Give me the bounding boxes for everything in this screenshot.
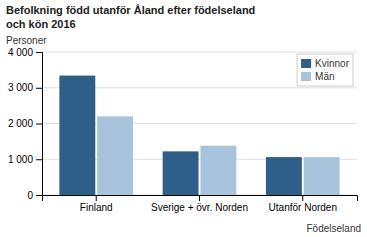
y-axis-line bbox=[36, 53, 43, 196]
x-tick: Utanför Norden bbox=[269, 195, 337, 213]
y-tick-mark bbox=[36, 88, 42, 89]
y-tick-mark bbox=[36, 195, 42, 196]
legend-swatch bbox=[301, 59, 311, 68]
bar bbox=[200, 146, 236, 195]
x-axis-title: Födelseland bbox=[307, 223, 361, 234]
bar bbox=[59, 76, 95, 195]
title: Befolkning född utanför Åland efter föde… bbox=[6, 4, 255, 16]
bars bbox=[59, 76, 339, 195]
legend-swatch bbox=[301, 72, 311, 81]
legend-label: Män bbox=[315, 71, 334, 82]
y-tick: 3 000 bbox=[8, 82, 42, 93]
grid-line bbox=[42, 52, 357, 53]
x-tick-mark bbox=[96, 195, 97, 201]
bar bbox=[266, 157, 302, 195]
y-tick-label: 0 bbox=[27, 190, 33, 201]
legend: Kvinnor Män bbox=[297, 54, 353, 86]
series bbox=[97, 116, 339, 195]
series bbox=[59, 76, 301, 195]
y-tick: 0 bbox=[27, 190, 42, 201]
y-tick-label: 2 000 bbox=[8, 118, 33, 129]
x-axis: Finland Sverige + övr. Norden Utanför Nord… bbox=[43, 195, 358, 213]
x-tick-label: Finland bbox=[80, 202, 113, 213]
y-tick-mark bbox=[36, 159, 42, 160]
background bbox=[0, 0, 367, 237]
y-axis: 0 1 000 2 000 3 000 4 000 bbox=[8, 47, 43, 201]
y-tick: 2 000 bbox=[8, 118, 42, 129]
grid bbox=[42, 52, 357, 195]
y-tick: 1 000 bbox=[8, 154, 42, 165]
y-tick: 4 000 bbox=[8, 47, 42, 58]
legend-item: Kvinnor bbox=[301, 58, 350, 69]
x-tick-label: Utanför Norden bbox=[269, 202, 337, 213]
y-tick-label: 1 000 bbox=[8, 154, 33, 165]
legend-item: Män bbox=[301, 71, 334, 82]
y-tick-mark bbox=[36, 52, 42, 53]
x-tick: Sverige + övr. Norden bbox=[151, 195, 248, 213]
bar bbox=[97, 116, 133, 195]
legend-label: Kvinnor bbox=[315, 58, 350, 69]
x-tick-mark bbox=[199, 195, 200, 201]
x-axis-line bbox=[43, 196, 358, 202]
x-tick-mark bbox=[302, 195, 303, 201]
y-axis-title: Personer bbox=[6, 35, 47, 46]
x-tick: Finland bbox=[80, 195, 113, 213]
plot: 0 1 000 2 000 3 000 4 000 Finland Sverige + öv… bbox=[8, 47, 358, 213]
y-tick-label: 3 000 bbox=[8, 82, 33, 93]
y-tick-mark bbox=[36, 124, 42, 125]
chart: Befolkning född utanför Åland efter föde… bbox=[0, 0, 367, 237]
legend-box bbox=[297, 54, 353, 86]
bar bbox=[304, 157, 340, 195]
subtitle: och kön 2016 bbox=[6, 18, 76, 30]
bar bbox=[163, 151, 199, 195]
x-tick-label: Sverige + övr. Norden bbox=[151, 202, 248, 213]
y-tick-label: 4 000 bbox=[8, 47, 33, 58]
